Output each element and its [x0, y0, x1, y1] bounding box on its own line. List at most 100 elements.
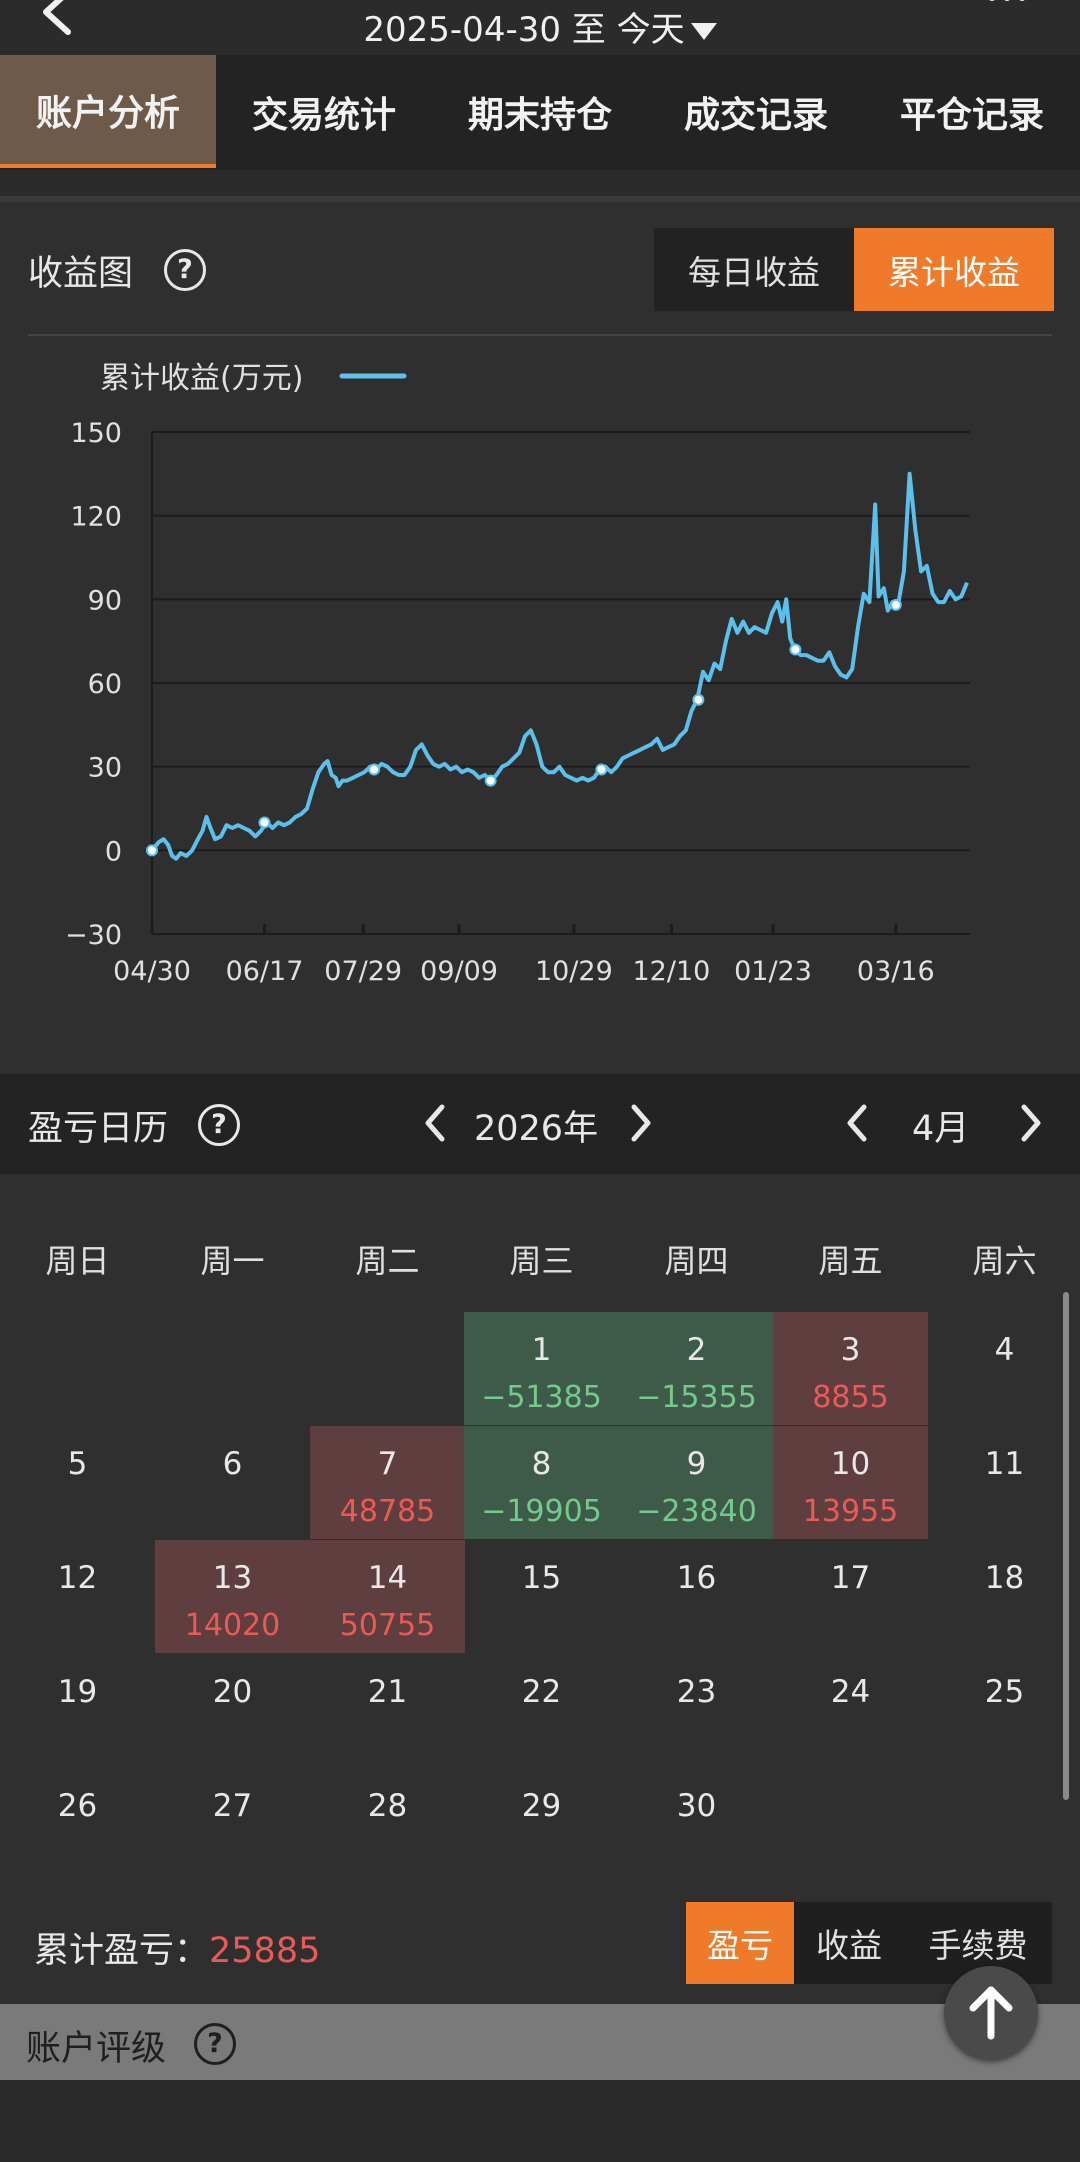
calendar-day-cell[interactable]: 8 −19905 — [464, 1426, 619, 1539]
calendar-day-number: 8 — [531, 1446, 552, 1482]
profit-chart-title: 收益图 — [28, 254, 134, 294]
calendar-day-cell[interactable]: 2 −15355 — [619, 1312, 774, 1425]
calendar-day-cell[interactable]: 19 — [0, 1654, 155, 1767]
account-rating-bar[interactable] — [0, 2004, 1080, 2080]
chart-y-tick-label: 60 — [88, 669, 122, 700]
calendar-day-cell[interactable]: 11 — [927, 1426, 1080, 1539]
tab-3[interactable]: 期末持仓 — [467, 94, 612, 136]
more-dots-icon[interactable] — [988, 0, 1038, 8]
chart-point-marker — [368, 763, 381, 776]
calendar-day-cell[interactable]: 10 13955 — [773, 1426, 928, 1539]
tab-bar: 账户分析 交易统计 期末持仓 成交记录 平仓记录 — [0, 55, 1080, 170]
chart-x-tick-label: 03/16 — [857, 956, 935, 987]
chevron-left-icon[interactable] — [842, 1103, 872, 1143]
calendar-day-cell[interactable]: 27 — [155, 1768, 310, 1881]
chevron-right-icon[interactable] — [1016, 1103, 1046, 1143]
account-rating-title: 账户评级 — [26, 2029, 167, 2069]
tab-1[interactable]: 账户分析 — [0, 55, 216, 168]
chevron-right-icon[interactable] — [626, 1103, 656, 1143]
toggle-profit[interactable]: 收益 — [816, 1926, 882, 1965]
calendar-day-cell[interactable]: 1 −51385 — [464, 1312, 619, 1425]
calendar-day-number: 16 — [676, 1560, 717, 1596]
calendar-day-number: 19 — [57, 1674, 98, 1710]
calendar-day-cell[interactable]: 17 — [773, 1540, 928, 1653]
calendar-day-number: 15 — [521, 1560, 562, 1596]
date-separator: 至 — [571, 10, 606, 50]
chart-point-marker — [692, 693, 705, 706]
calendar-day-cell[interactable]: 30 — [619, 1768, 774, 1881]
calendar-day-cell[interactable]: 15 — [464, 1540, 619, 1653]
calendar-day-cell[interactable]: 29 — [464, 1768, 619, 1881]
calendar-header — [0, 1074, 1080, 1174]
weekday-label: 周六 — [972, 1242, 1037, 1280]
tab-bar-divider — [0, 196, 1080, 202]
tab-5[interactable]: 平仓记录 — [899, 94, 1044, 136]
back-arrow-icon[interactable] — [28, 0, 88, 40]
calendar-day-number: 25 — [984, 1674, 1025, 1710]
calendar-day-cell[interactable]: 14 50755 — [310, 1540, 465, 1653]
calendar-day-pl: 50755 — [339, 1608, 436, 1643]
calendar-day-number: 28 — [367, 1788, 408, 1824]
calendar-day-number: 11 — [984, 1446, 1025, 1482]
calendar-day-cell[interactable]: 4 — [927, 1312, 1080, 1425]
cumulative-profit-line — [150, 471, 969, 861]
scroll-to-top-button[interactable] — [944, 1966, 1038, 2060]
cumulative-profit-chart: 累计收益(万元) 150 120 90 60 30 0 −30 04/30 06/17 07/29 0… — [65, 361, 970, 987]
calendar-day-cell[interactable]: 12 — [0, 1540, 155, 1653]
calendar-day-cell[interactable]: 24 — [773, 1654, 928, 1767]
help-icon[interactable]: ? — [194, 2023, 236, 2065]
date-range-selector[interactable]: 2025-04-30 至 今天 — [0, 2, 1080, 51]
calendar-day-cell[interactable]: 7 48785 — [310, 1426, 465, 1539]
arrow-up-icon — [969, 1986, 1013, 2040]
calendar-day-cell[interactable]: 21 — [310, 1654, 465, 1767]
calendar-day-cell[interactable]: 26 — [0, 1768, 155, 1881]
calendar-day-number: 17 — [830, 1560, 871, 1596]
chart-x-tick-label: 04/30 — [113, 956, 191, 987]
calendar-day-number: 3 — [840, 1332, 861, 1368]
calendar-day-number: 4 — [994, 1332, 1015, 1368]
weekday-label: 周二 — [355, 1242, 420, 1280]
tab-bar-spacer — [0, 170, 1080, 200]
weekday-label: 周四 — [664, 1242, 729, 1280]
calendar-day-cell[interactable]: 23 — [619, 1654, 774, 1767]
calendar-day-cell[interactable]: 3 8855 — [773, 1312, 928, 1425]
calendar-year: 2026年 — [474, 1109, 599, 1149]
calendar-mode-toggle: 盈亏 收益 手续费 — [686, 1902, 1052, 1984]
calendar-day-cell[interactable]: 25 — [927, 1654, 1080, 1767]
toggle-daily-profit[interactable]: 每日收益 — [688, 252, 820, 292]
weekday-label: 周三 — [509, 1242, 574, 1280]
calendar-day-pl: 48785 — [339, 1494, 436, 1529]
calendar-day-number: 27 — [212, 1788, 253, 1824]
tab-4[interactable]: 成交记录 — [683, 94, 828, 136]
scrollbar[interactable] — [1063, 1292, 1069, 1800]
calendar-day-number: 20 — [212, 1674, 253, 1710]
calendar-day-cell[interactable]: 18 — [927, 1540, 1080, 1653]
toggle-fee[interactable]: 手续费 — [928, 1926, 1028, 1965]
calendar-day-number: 2 — [686, 1332, 707, 1368]
toggle-pl[interactable]: 盈亏 — [686, 1902, 794, 1984]
toggle-cumulative-profit[interactable]: 累计收益 — [854, 228, 1054, 311]
chart-x-tick-label: 01/23 — [734, 956, 812, 987]
calendar-day-number: 5 — [67, 1446, 88, 1482]
chart-point-marker — [258, 816, 271, 829]
calendar-day-cell[interactable]: 6 — [155, 1426, 310, 1539]
calendar-day-cell[interactable]: 13 14020 — [155, 1540, 310, 1653]
chevron-left-icon[interactable] — [420, 1103, 450, 1143]
calendar-day-cell[interactable]: 9 −23840 — [619, 1426, 774, 1539]
calendar-day-cell[interactable]: 28 — [310, 1768, 465, 1881]
help-icon[interactable]: ? — [198, 1104, 240, 1146]
calendar-day-cell[interactable]: 5 — [0, 1426, 155, 1539]
weekday-label: 周日 — [45, 1242, 110, 1280]
calendar-day-number: 29 — [521, 1788, 562, 1824]
help-icon[interactable]: ? — [164, 249, 206, 291]
weekday-label: 周一 — [200, 1242, 265, 1280]
tab-2[interactable]: 交易统计 — [251, 94, 396, 136]
chart-y-tick-label: 90 — [88, 585, 122, 616]
calendar-day-cell[interactable]: 16 — [619, 1540, 774, 1653]
calendar-day-cell[interactable]: 20 — [155, 1654, 310, 1767]
profit-chart-panel — [0, 202, 1080, 1074]
calendar-day-number: 10 — [830, 1446, 871, 1482]
calendar-day-cell[interactable]: 22 — [464, 1654, 619, 1767]
chart-point-marker — [484, 774, 497, 787]
